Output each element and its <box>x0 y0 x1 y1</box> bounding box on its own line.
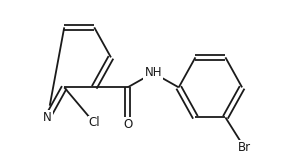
Text: NH: NH <box>144 66 162 79</box>
Text: N: N <box>43 111 52 124</box>
Text: Br: Br <box>238 141 251 154</box>
Text: O: O <box>123 118 132 131</box>
Text: Cl: Cl <box>88 116 100 130</box>
